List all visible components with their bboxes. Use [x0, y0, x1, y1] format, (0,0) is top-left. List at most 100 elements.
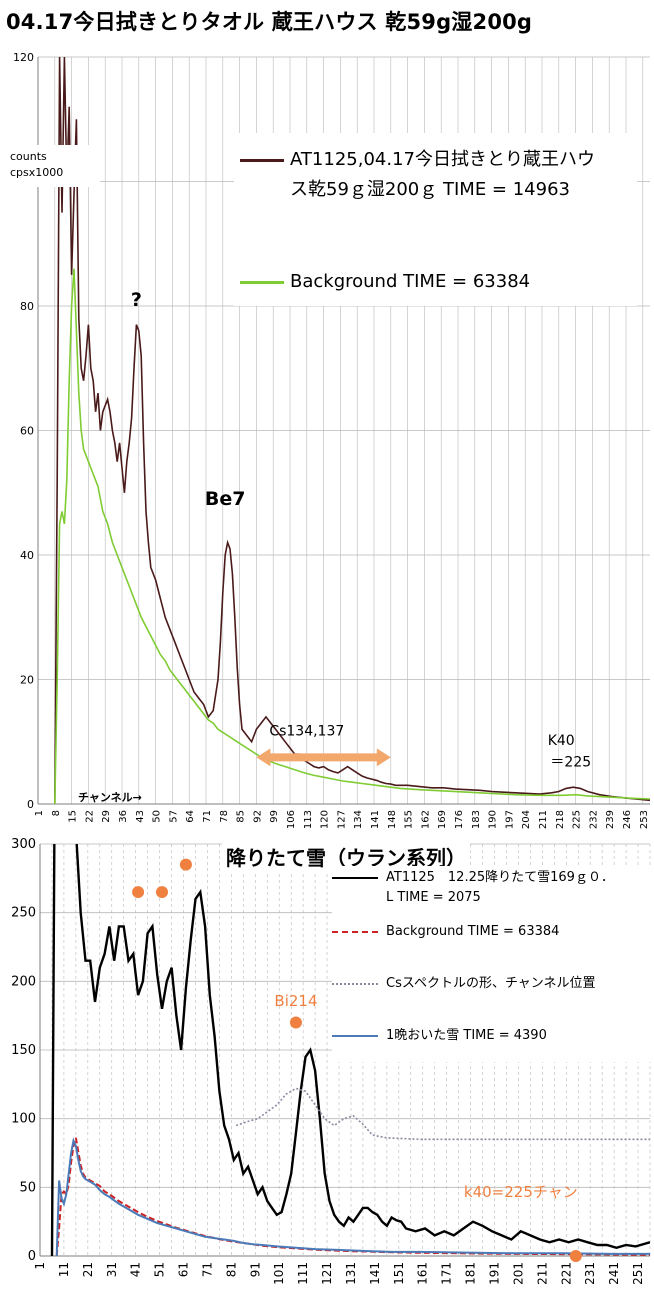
x-tick-label: 21	[81, 1262, 95, 1277]
legend2-swatch-snow	[332, 877, 378, 879]
x-tick-label: 241	[607, 1262, 621, 1285]
y-tick-label: 120	[13, 51, 34, 64]
x-tick-label: 148	[387, 810, 398, 829]
legend2-entry-overnight-snow: 1晩おいた雪 TIME = 4390	[332, 1026, 547, 1046]
x-tick-label: 246	[622, 810, 633, 829]
x-tick-label: 36	[118, 810, 129, 823]
series-line-3	[55, 1137, 650, 1256]
peak-marker-dot	[132, 886, 145, 899]
x-tick-label: 201	[511, 1262, 525, 1285]
x-tick-label: 239	[605, 810, 616, 829]
x-tick-label: 161	[416, 1262, 430, 1285]
peak-annotation: Cs134,137	[269, 724, 344, 740]
x-tick-label: 151	[392, 1262, 406, 1285]
series-line-1	[54, 268, 650, 804]
legend-swatch-background	[240, 281, 284, 284]
peak-marker-dot	[569, 1250, 582, 1262]
x-tick-label: 197	[504, 810, 515, 829]
peak-marker-dot	[179, 858, 192, 871]
x-tick-label: 78	[219, 810, 230, 823]
x-tick-label: 51	[153, 1262, 167, 1277]
legend-label-wipe-line1: AT1125,04.17今日拭きとり蔵王ハウ	[290, 149, 595, 170]
peak-annotation: Be7	[205, 488, 246, 510]
x-tick-label: 204	[521, 810, 532, 829]
x-tick-label: 211	[535, 1262, 549, 1285]
x-tick-label: 106	[286, 810, 297, 829]
peak-annotation: K40	[548, 733, 575, 749]
legend2-swatch-cs-shape	[332, 983, 378, 985]
x-tick-label: 190	[488, 810, 499, 829]
y-tick-label: 0	[28, 1249, 36, 1264]
x-tick-label: 1	[34, 810, 45, 816]
x-tick-label: 141	[368, 1262, 382, 1285]
x-tick-label: 22	[84, 810, 95, 823]
y-tick-label: 250	[11, 906, 36, 921]
x-tick-label: 8	[51, 810, 62, 816]
series-line-0	[54, 57, 650, 804]
x-tick-label: 183	[471, 810, 482, 829]
x-tick-label: 15	[68, 810, 79, 823]
series-line-2	[235, 1087, 650, 1141]
x-tick-label: 251	[631, 1262, 645, 1285]
x-tick-label: 85	[236, 810, 247, 823]
peak-annotation: k40=225チャン	[464, 1183, 578, 1201]
x-tick-label: 111	[296, 1262, 310, 1285]
x-tick-label: 191	[488, 1262, 502, 1285]
x-tick-label: 1	[33, 1262, 47, 1270]
x-tick-label: 225	[572, 810, 583, 829]
x-tick-label: 127	[336, 810, 347, 829]
x-tick-label: 64	[185, 810, 196, 823]
peak-annotation: ?	[131, 289, 142, 311]
peak-annotation: Bi214	[274, 992, 317, 1010]
y-tick-label: 50	[19, 1180, 36, 1195]
legend2-label-cs-shape: Csスペクトルの形、チャンネル位置	[386, 976, 596, 991]
x-tick-label: 221	[559, 1262, 573, 1285]
legend2-swatch-overnight-snow	[332, 1035, 378, 1037]
legend-entry-wipe: AT1125,04.17今日拭きとり蔵王ハウ ス乾59ｇ湿200ｇ TIME =…	[240, 145, 595, 205]
x-tick-label: 141	[370, 810, 381, 829]
x-tick-label: 61	[177, 1262, 191, 1277]
x-tick-label: 91	[248, 1262, 262, 1277]
x-tick-label: 31	[105, 1262, 119, 1277]
x-tick-label: 171	[440, 1262, 454, 1285]
y-tick-label: 300	[11, 837, 36, 852]
x-tick-label: 231	[583, 1262, 597, 1285]
peak-marker-dot	[289, 1016, 302, 1029]
channel-axis-label: チャンネル→	[78, 791, 142, 804]
bottom-chart-legend: AT1125 12.25降りたて雪169ｇ０． L TIME = 2075 Ba…	[332, 866, 654, 1062]
x-tick-label: 211	[538, 810, 549, 829]
x-tick-label: 113	[303, 810, 314, 829]
x-tick-label: 120	[320, 810, 331, 829]
y-tick-label: 200	[11, 974, 36, 989]
y-tick-label: 20	[20, 674, 34, 687]
legend2-label-snow-line2: L TIME = 2075	[386, 890, 481, 905]
x-tick-label: 43	[135, 810, 146, 823]
peak-annotation: ＝225	[550, 755, 591, 771]
x-tick-label: 155	[404, 810, 415, 829]
top-chart-legend: AT1125,04.17今日拭きとり蔵王ハウ ス乾59ｇ湿200ｇ TIME =…	[234, 133, 637, 306]
y-tick-label: 80	[20, 300, 34, 313]
legend-swatch-wipe	[240, 159, 284, 162]
x-tick-label: 134	[353, 810, 364, 829]
x-tick-label: 29	[101, 810, 112, 823]
y-unit-label: counts cpsx1000	[2, 145, 100, 187]
peak-marker-dot	[156, 886, 168, 899]
x-tick-label: 81	[224, 1262, 238, 1277]
x-tick-label: 253	[639, 810, 650, 829]
x-tick-label: 218	[555, 810, 566, 829]
x-tick-label: 41	[129, 1262, 143, 1277]
legend2-swatch-background	[332, 931, 378, 933]
legend2-entry-cs-shape: Csスペクトルの形、チャンネル位置	[332, 974, 596, 994]
legend2-entry-background: Background TIME = 63384	[332, 922, 559, 942]
top-spectrum-chart: 0204060801001201815222936435057647178859…	[13, 51, 650, 829]
x-tick-label: 11	[57, 1262, 71, 1277]
series-line-0	[50, 844, 650, 1256]
legend2-entry-snow: AT1125 12.25降りたて雪169ｇ０． L TIME = 2075	[332, 868, 614, 908]
x-tick-label: 71	[202, 810, 213, 823]
x-tick-label: 131	[344, 1262, 358, 1285]
top-chart-title: 04.17今日拭きとりタオル 蔵王ハウス 乾59g湿200g	[6, 10, 533, 34]
x-tick-label: 101	[272, 1262, 286, 1285]
y-tick-label: 40	[20, 549, 34, 562]
cs-range-arrow	[256, 748, 391, 767]
